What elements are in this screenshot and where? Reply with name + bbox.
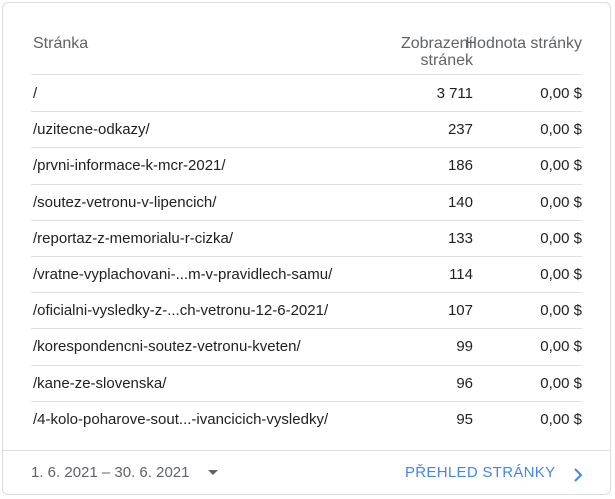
row-divider [31,219,582,221]
column-header: Zobrazení stránek [400,35,473,69]
pageviews: 133 [447,229,473,247]
column-header: Hodnota stránky [465,35,582,52]
pageviews: 99 [456,338,473,356]
page-path: /soutez-vetronu-v-lipencich/ [33,193,217,211]
page-value: 0,00 $ [540,410,582,428]
page-value: 0,00 $ [540,121,582,139]
page-path: /korespondencni-soutez-vetronu-kveten/ [33,338,301,356]
pageviews: 95 [456,410,473,428]
page-path: /oficialni-vysledky-z-...ch-vetronu-12-6… [33,302,329,320]
column-header: Stránka [33,35,89,52]
page-path: /vratne-vyplachovani-...m-v-pravidlech-s… [33,266,333,283]
row-divider [31,111,582,113]
row-divider [31,183,582,185]
row-divider [31,256,582,257]
card: Stránka Zobrazení stránek Hodnota stránk… [2,2,611,495]
page-value: 0,00 $ [540,338,582,356]
page-value: 0,00 $ [540,193,582,211]
page-value: 0,00 $ [540,85,582,102]
row-divider [31,364,582,366]
row-divider [31,292,582,294]
page-path: /reportaz-z-memorialu-r-cizka/ [33,229,234,247]
pageviews: 96 [456,374,473,392]
pageviews: 107 [447,302,473,320]
pageviews: 140 [447,193,473,211]
row-divider [31,328,582,330]
page-value: 0,00 $ [540,302,582,320]
page-value: 0,00 $ [540,374,582,392]
footer-divider [3,450,610,451]
page-path: /kane-ze-slovenska/ [33,374,167,392]
pageviews: 186 [447,157,473,175]
header-divider [31,74,582,75]
row-divider [31,400,582,402]
date-range[interactable]: 1. 6. 2021 – 30. 6. 2021 [31,464,190,481]
report-link[interactable]: PŘEHLED STRÁNKY [405,464,556,481]
pageviews: 114 [449,266,473,283]
page-path: / [33,85,38,102]
pageviews: 3 711 [436,85,473,102]
dropdown-caret[interactable] [207,469,219,477]
page-path: /4-kolo-poharove-sout...-ivancicich-vysl… [33,410,329,428]
pageviews: 237 [447,121,473,139]
page-path: /prvni-informace-k-mcr-2021/ [33,157,226,175]
page-value: 0,00 $ [540,157,582,175]
page-value: 0,00 $ [540,266,582,283]
row-divider [31,147,582,149]
page-path: /uzitecne-odkazy/ [33,121,150,139]
page-value: 0,00 $ [540,229,582,247]
chevron[interactable] [572,468,584,482]
